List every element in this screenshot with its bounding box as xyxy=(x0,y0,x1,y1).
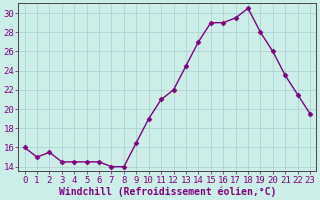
X-axis label: Windchill (Refroidissement éolien,°C): Windchill (Refroidissement éolien,°C) xyxy=(59,186,276,197)
